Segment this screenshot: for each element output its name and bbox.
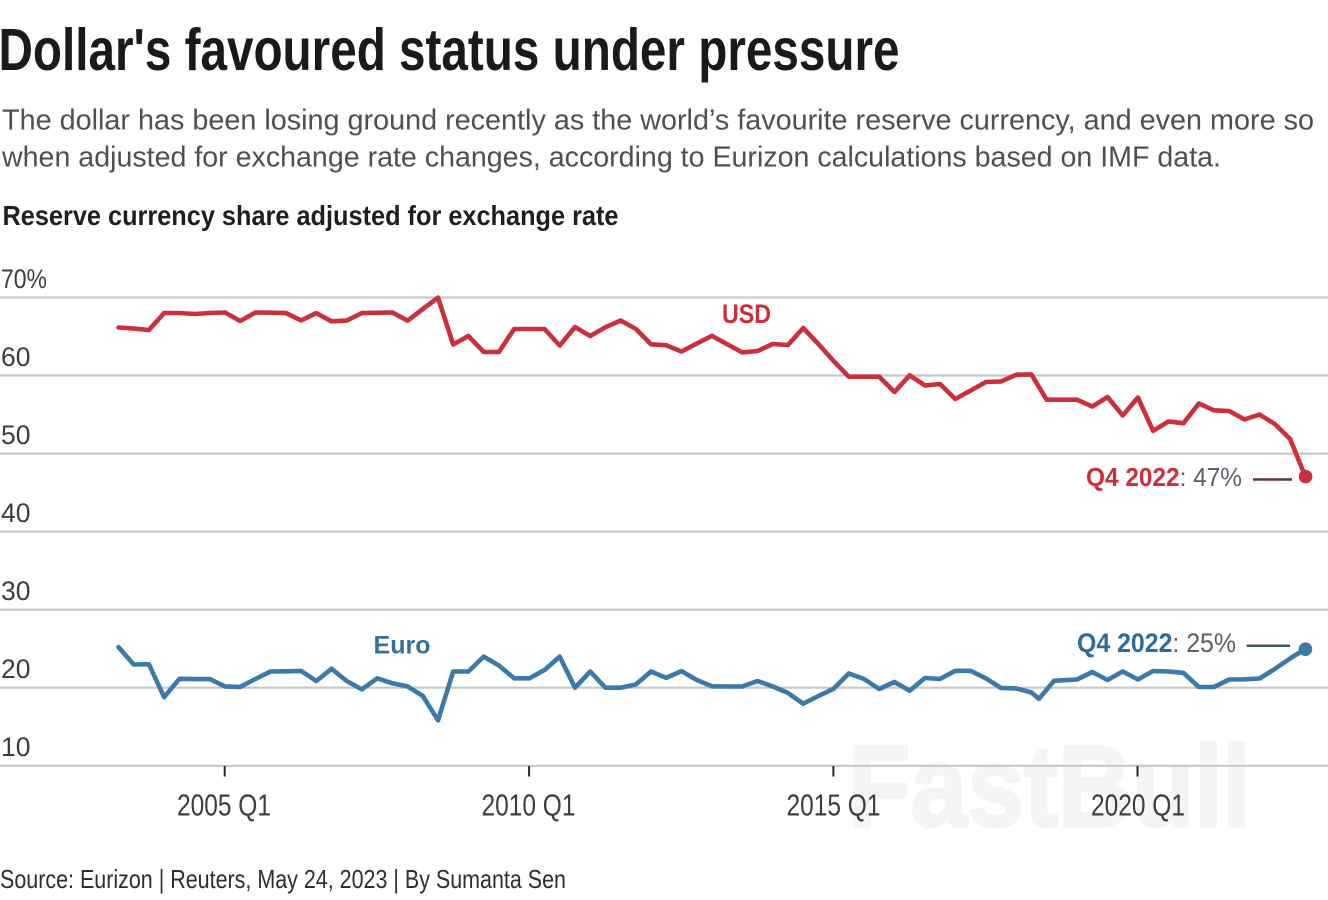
svg-text:60: 60	[1, 342, 30, 372]
svg-text:FastBull: FastBull	[848, 723, 1251, 851]
svg-text:70%: 70%	[1, 264, 47, 294]
svg-text:30: 30	[1, 576, 30, 606]
svg-text:Q4 2022: 25%: Q4 2022: 25%	[1077, 628, 1236, 658]
svg-text:20: 20	[1, 654, 30, 684]
svg-text:when adjusted for exchange rat: when adjusted for exchange rate changes,…	[1, 142, 1221, 174]
svg-text:2015 Q1: 2015 Q1	[787, 788, 881, 822]
svg-text:The dollar has been losing gro: The dollar has been losing ground recent…	[2, 105, 1314, 137]
svg-text:2010 Q1: 2010 Q1	[482, 788, 576, 822]
svg-text:50: 50	[1, 420, 30, 450]
svg-text:Source: Eurizon | Reuters, May: Source: Eurizon | Reuters, May 24, 2023 …	[0, 864, 566, 894]
svg-text:10: 10	[1, 732, 30, 762]
svg-text:Dollar's favoured status under: Dollar's favoured status under pressure	[0, 17, 900, 83]
svg-text:Q4 2022: 47%: Q4 2022: 47%	[1086, 462, 1242, 492]
svg-text:USD: USD	[722, 299, 771, 329]
svg-text:Euro: Euro	[374, 632, 431, 660]
svg-text:Reserve currency share adjuste: Reserve currency share adjusted for exch…	[3, 200, 619, 231]
svg-text:2020 Q1: 2020 Q1	[1091, 788, 1185, 822]
svg-text:2005 Q1: 2005 Q1	[177, 788, 271, 822]
svg-text:40: 40	[1, 498, 30, 528]
